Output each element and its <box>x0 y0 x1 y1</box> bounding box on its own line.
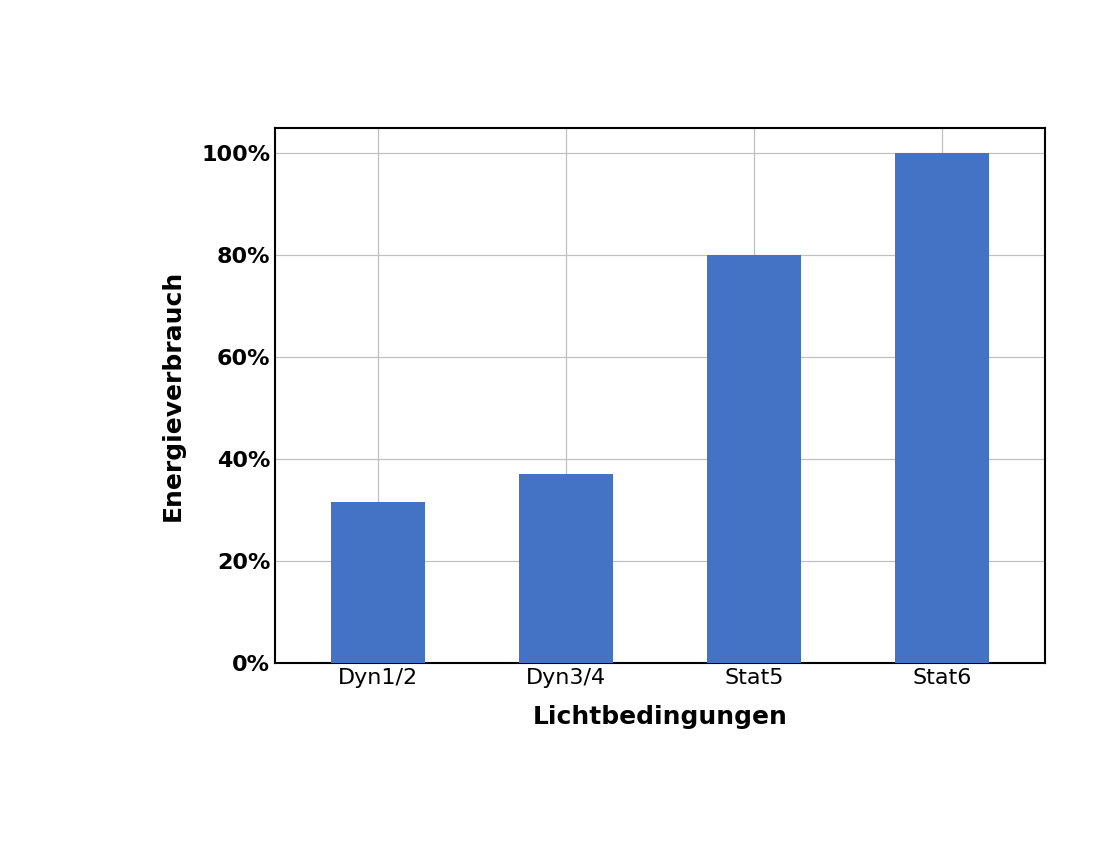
Bar <box>894 153 989 663</box>
Bar <box>331 502 426 663</box>
X-axis label: Lichtbedingungen: Lichtbedingungen <box>532 705 788 728</box>
Bar <box>519 474 613 663</box>
Y-axis label: Energieverbrauch: Energieverbrauch <box>161 269 185 521</box>
Bar <box>707 255 801 663</box>
